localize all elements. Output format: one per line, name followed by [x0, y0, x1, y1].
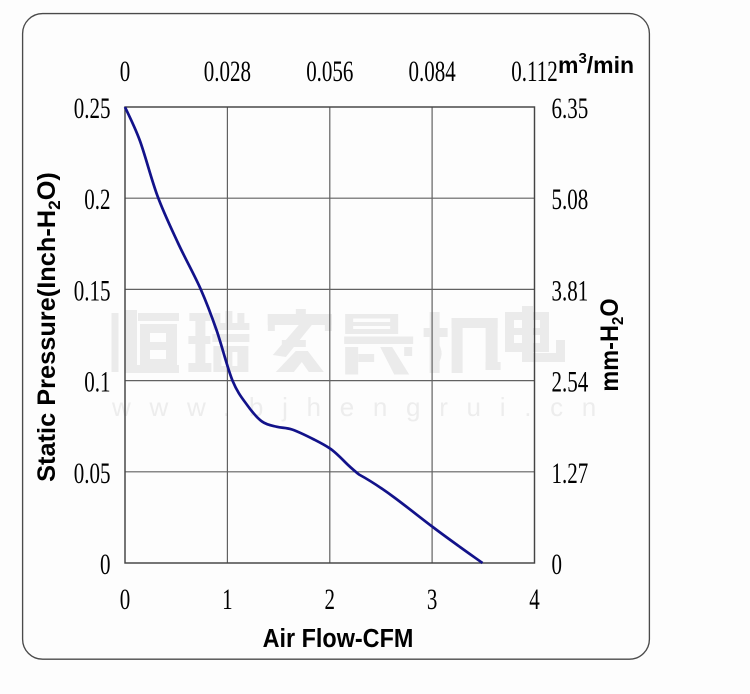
svg-text:0.15: 0.15: [74, 274, 111, 308]
svg-text:1.27: 1.27: [552, 456, 589, 490]
svg-text:m3/min: m3/min: [558, 50, 634, 78]
svg-text:1: 1: [222, 582, 232, 616]
svg-text:0: 0: [120, 54, 130, 88]
svg-text:2: 2: [325, 582, 335, 616]
svg-text:0: 0: [120, 582, 130, 616]
svg-text:0.028: 0.028: [204, 54, 251, 88]
svg-text:0: 0: [552, 547, 562, 581]
svg-text:6.35: 6.35: [552, 91, 589, 125]
svg-text:0.05: 0.05: [74, 456, 111, 490]
svg-text:4: 4: [529, 582, 540, 616]
svg-text:mm-H2O: mm-H2O: [596, 298, 627, 391]
svg-text:0.112: 0.112: [511, 54, 557, 88]
svg-text:0.1: 0.1: [84, 365, 110, 399]
svg-text:0.2: 0.2: [84, 183, 110, 217]
svg-text:0.056: 0.056: [306, 54, 353, 88]
svg-text:5.08: 5.08: [552, 183, 589, 217]
svg-text:www.bjhengrui.cn: www.bjhengrui.cn: [111, 392, 615, 422]
svg-text:3.81: 3.81: [552, 274, 589, 308]
svg-text:3: 3: [427, 582, 437, 616]
svg-text:0.084: 0.084: [408, 54, 455, 88]
svg-text:2.54: 2.54: [552, 365, 589, 399]
svg-text:0.25: 0.25: [74, 91, 111, 125]
svg-text:Air Flow-CFM: Air Flow-CFM: [263, 625, 414, 653]
svg-text:0: 0: [100, 547, 110, 581]
svg-text:Static Pressure(Inch-H2O): Static Pressure(Inch-H2O): [33, 172, 64, 482]
